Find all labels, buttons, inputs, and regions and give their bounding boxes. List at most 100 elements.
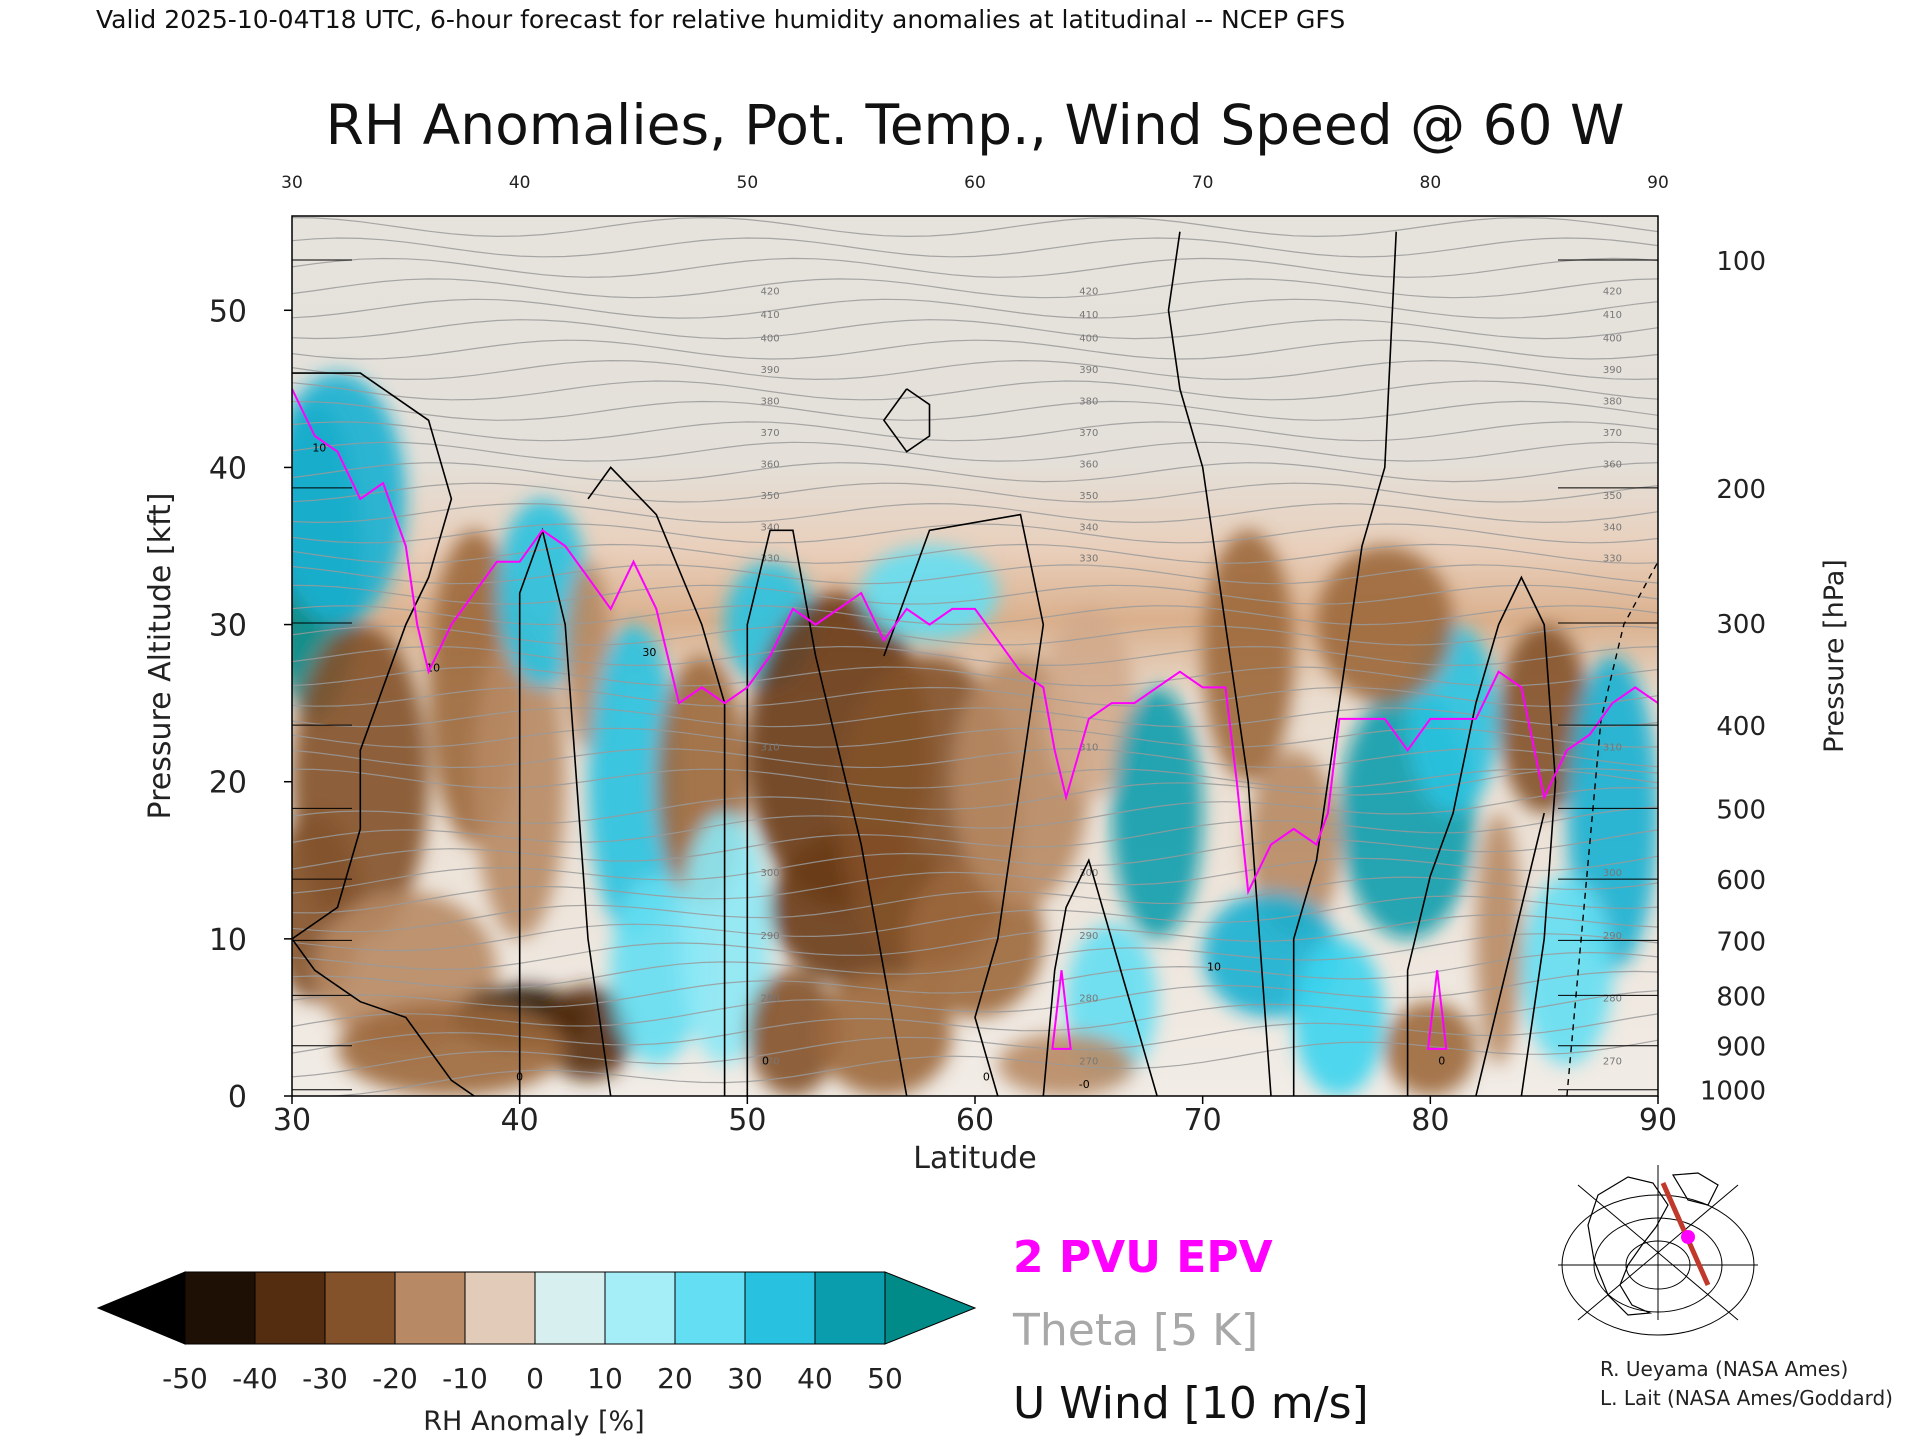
theta-contour: [292, 564, 1658, 585]
x-tick-label: 60: [956, 1103, 994, 1138]
theta-label: 370: [1079, 428, 1098, 439]
theta-label: 360: [761, 459, 780, 470]
theta-label: 280: [1079, 994, 1098, 1005]
u-wind-contour: [882, 388, 931, 453]
theta-contour: [292, 462, 1658, 483]
u-wind-contour: [746, 529, 908, 1096]
colorbar-tick-label: 10: [587, 1362, 623, 1395]
theta-contour: [292, 237, 1658, 258]
colorbar-tick-label: -10: [442, 1362, 488, 1395]
rh-anomaly-cell: [1521, 876, 1613, 1065]
theta-label: 370: [1603, 428, 1622, 439]
pressure-tick-label: 1000: [1700, 1077, 1766, 1107]
top-tick-label: 90: [1647, 173, 1669, 193]
theta-label: 410: [1603, 310, 1622, 321]
y-tick-label: 30: [209, 609, 247, 644]
pressure-tick-label: 200: [1716, 475, 1766, 505]
rh-anomaly-cell: [1293, 938, 1385, 1096]
theta-contour: [292, 339, 1658, 360]
y-tick-label: 40: [209, 451, 247, 486]
colorbar-low-arrow: [96, 1271, 186, 1345]
theta-label: 310: [761, 742, 780, 753]
u-wind-contour: [292, 938, 475, 1096]
theta-label: 340: [1079, 522, 1098, 533]
theta-label: 390: [761, 365, 780, 376]
u-wind-label: 30: [642, 646, 656, 659]
theta-label: 310: [1603, 742, 1622, 753]
rh-anomaly-cell: [337, 1001, 566, 1096]
x-tick-label: 30: [273, 1103, 311, 1138]
colorbar-high-arrow: [884, 1271, 977, 1345]
theta-contour: [292, 543, 1658, 564]
u-wind-contour: [883, 513, 1045, 1096]
track-marker: [1681, 1230, 1695, 1244]
rh-anomaly-cell: [1498, 624, 1590, 814]
rh-anomaly-cell: [610, 876, 702, 1065]
colorbar-tick-label: 0: [526, 1362, 544, 1395]
u-wind-contour: [1042, 858, 1158, 1096]
pressure-tick-label: 600: [1716, 866, 1766, 896]
u-wind-label: -0: [1079, 1078, 1090, 1091]
theta-label: 340: [761, 522, 780, 533]
pressure-gridlines: [292, 259, 1658, 1091]
theta-label: 420: [761, 287, 780, 298]
top-tick-label: 50: [737, 173, 759, 193]
rh-anomaly-cell: [815, 970, 953, 1096]
theta-label: 290: [1603, 931, 1622, 942]
top-tick-label: 80: [1420, 173, 1442, 193]
theta-label: 330: [1603, 554, 1622, 565]
theta-label: 270: [1603, 1057, 1622, 1068]
theta-label: 310: [1079, 742, 1098, 753]
y-axis-label: Pressure Altitude [kft]: [143, 493, 178, 820]
epv-blob: [1051, 970, 1072, 1050]
top-tick-label: 40: [509, 173, 531, 193]
u-wind-contour: [1475, 812, 1545, 1096]
rh-anomaly-cell: [1202, 530, 1294, 782]
theta-label: 300: [1079, 868, 1098, 879]
pressure-tick-label: 700: [1716, 927, 1766, 957]
theta-label: 370: [761, 428, 780, 439]
colorbar-tick-label: 30: [727, 1362, 763, 1395]
theta-label: 280: [1603, 994, 1622, 1005]
theta-contour: [292, 257, 1658, 278]
y-tick-label: 20: [209, 766, 247, 801]
u-wind-negative-contour: [1566, 561, 1658, 1096]
top-tick-label: 70: [1192, 173, 1214, 193]
theta-label: 400: [1079, 334, 1098, 345]
x-axis-label: Latitude: [913, 1141, 1036, 1176]
theta-label: 270: [1079, 1057, 1098, 1068]
theta-label: 380: [761, 397, 780, 408]
theta-label: 330: [1079, 554, 1098, 565]
colorbar-segment: [674, 1271, 746, 1345]
u-wind-label: 0: [983, 1070, 990, 1083]
colorbar-segment: [184, 1271, 256, 1345]
theta-label: 380: [1603, 397, 1622, 408]
theta-contour: [292, 523, 1658, 544]
pressure-tick-label: 800: [1716, 982, 1766, 1012]
theta-contour: [292, 400, 1658, 421]
theta-label: 390: [1603, 365, 1622, 376]
theta-contour: [292, 502, 1658, 524]
x-tick-label: 40: [501, 1103, 539, 1138]
u-wind-contour: [587, 466, 726, 1096]
theta-contour: [292, 278, 1658, 299]
u-wind-contour: [292, 372, 453, 940]
continent-outline: [1587, 1176, 1669, 1316]
theta-label: 350: [1603, 491, 1622, 502]
theta-label: 400: [761, 334, 780, 345]
x-tick-label: 70: [1184, 1103, 1222, 1138]
x-tick-label: 50: [728, 1103, 766, 1138]
rh-anomaly-cell: [542, 985, 634, 1081]
colorbar-tick-label: -20: [372, 1362, 418, 1395]
theta-contour: [292, 298, 1658, 319]
rh-anomaly-cell: [1111, 687, 1203, 939]
theta-label: 420: [1603, 287, 1622, 298]
theta-contour: [292, 359, 1658, 381]
rh-anomaly-cell: [861, 546, 998, 641]
x-tick-label: 90: [1639, 1103, 1677, 1138]
colorbar-segment: [534, 1271, 606, 1345]
theta-label: 280: [761, 994, 780, 1005]
rh-colorbar: -50 -40 -30 -20 -10 0 10 20 30 40 50: [96, 1271, 977, 1395]
